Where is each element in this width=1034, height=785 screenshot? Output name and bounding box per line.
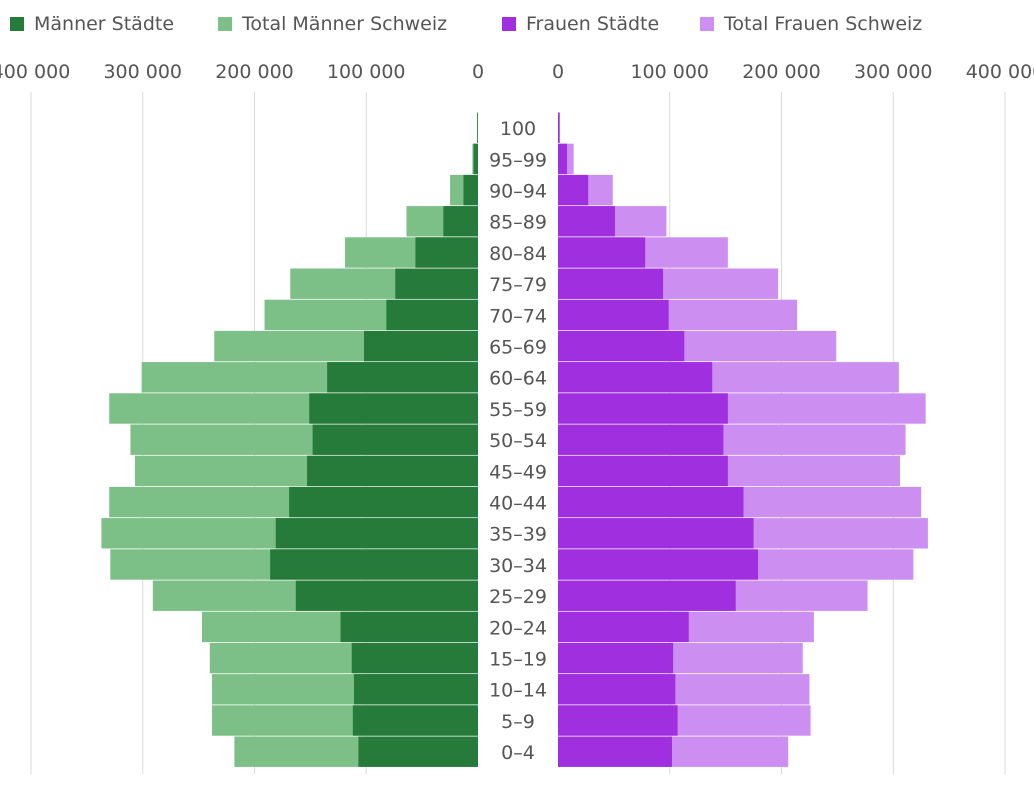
bar-frauen-städte-0-4 <box>558 736 672 767</box>
bar-männer-städte-25-29 <box>295 580 478 611</box>
age-group-label: 80–84 <box>489 243 547 265</box>
bar-männer-städte-5-9 <box>352 705 478 736</box>
bar-frauen-städte-95-99 <box>558 143 567 175</box>
bar-frauen-städte-45-49 <box>558 455 728 487</box>
bar-männer-städte-60-64 <box>327 362 478 393</box>
bar-frauen-städte-30-34 <box>558 549 759 580</box>
bar-männer-städte-50-54 <box>312 424 478 455</box>
bar-männer-städte-10-14 <box>353 674 478 705</box>
legend-swatch-frauen-städte <box>502 17 516 31</box>
bar-männer-städte-0-4 <box>358 736 478 767</box>
bar-männer-städte-65-69 <box>364 330 478 362</box>
age-group-label: 60–64 <box>489 368 547 390</box>
bar-männer-städte-95-99 <box>473 143 478 175</box>
age-group-label: 10–14 <box>489 680 547 702</box>
tick-label-right: 400 000 <box>966 61 1034 83</box>
bar-männer-städte-40-44 <box>289 486 478 518</box>
age-group-label: 40–44 <box>489 493 547 515</box>
legend-label-männer-städte: Männer Städte <box>34 13 174 35</box>
bar-frauen-städte-50-54 <box>558 424 724 455</box>
bar-männer-städte-80-84 <box>415 237 478 268</box>
bar-frauen-städte-20-24 <box>558 611 689 643</box>
bar-frauen-städte-35-39 <box>558 518 754 549</box>
bar-männer-städte-45-49 <box>307 455 478 487</box>
bar-männer-städte-55-59 <box>309 393 478 424</box>
bar-frauen-städte-100 <box>558 112 560 143</box>
bar-frauen-städte-85-89 <box>558 206 615 237</box>
bar-frauen-städte-40-44 <box>558 486 744 518</box>
age-group-label: 85–89 <box>489 212 547 234</box>
bar-frauen-städte-80-84 <box>558 237 646 268</box>
bar-männer-städte-85-89 <box>443 206 478 237</box>
tick-label-left: 0 <box>472 61 484 83</box>
legend-swatch-total-männer-schweiz <box>218 17 232 31</box>
tick-label-left: 100 000 <box>327 61 406 83</box>
age-group-label: 65–69 <box>489 337 547 359</box>
legend-swatch-männer-städte <box>10 17 24 31</box>
tick-label-right: 100 000 <box>630 61 709 83</box>
tick-label-right: 0 <box>552 61 564 83</box>
bar-männer-städte-20-24 <box>340 611 478 643</box>
age-group-label: 70–74 <box>489 305 547 327</box>
bar-frauen-städte-65-69 <box>558 330 685 362</box>
tick-label-left: 400 000 <box>0 61 70 83</box>
age-group-label: 75–79 <box>489 274 547 296</box>
bar-männer-städte-100 <box>477 112 478 143</box>
tick-label-right: 300 000 <box>854 61 933 83</box>
bar-männer-städte-90-94 <box>463 174 478 206</box>
legend-label-total-männer-schweiz: Total Männer Schweiz <box>241 13 447 35</box>
bar-frauen-städte-75-79 <box>558 268 664 299</box>
bar-männer-städte-15-19 <box>351 642 478 674</box>
age-group-label: 55–59 <box>489 399 547 421</box>
age-group-label: 50–54 <box>489 430 547 452</box>
age-group-label: 0–4 <box>501 742 535 764</box>
age-group-label: 90–94 <box>489 181 547 203</box>
bar-frauen-städte-10-14 <box>558 674 676 705</box>
legend-label-frauen-städte: Frauen Städte <box>526 13 659 35</box>
age-group-label: 15–19 <box>489 649 547 671</box>
bar-frauen-städte-60-64 <box>558 362 713 393</box>
bar-frauen-städte-15-19 <box>558 642 674 674</box>
bar-frauen-städte-55-59 <box>558 393 728 424</box>
bar-männer-städte-70-74 <box>386 299 478 331</box>
legend-swatch-total-frauen-schweiz <box>700 17 714 31</box>
age-group-label: 20–24 <box>489 617 547 639</box>
age-group-label: 45–49 <box>489 461 547 483</box>
age-group-label: 30–34 <box>489 555 547 577</box>
bar-männer-städte-75-79 <box>395 268 478 299</box>
age-group-label: 25–29 <box>489 586 547 608</box>
legend-label-total-frauen-schweiz: Total Frauen Schweiz <box>723 13 922 35</box>
age-group-label: 5–9 <box>501 711 535 733</box>
bar-männer-städte-30-34 <box>270 549 478 580</box>
age-group-label: 100 <box>500 118 536 140</box>
age-group-label: 35–39 <box>489 524 547 546</box>
age-group-labels: 100 95–99 90–94 85–89 80–84 75–79 70–74 65–69 60… <box>489 118 547 764</box>
bar-männer-städte-35-39 <box>275 518 478 549</box>
tick-label-left: 200 000 <box>215 61 294 83</box>
bar-frauen-städte-90-94 <box>558 174 589 206</box>
tick-label-left: 300 000 <box>103 61 182 83</box>
tick-label-right: 200 000 <box>742 61 821 83</box>
legend: Männer Städte Total Männer Schweiz Frauen … <box>10 13 922 35</box>
bar-frauen-städte-70-74 <box>558 299 669 331</box>
bar-frauen-städte-25-29 <box>558 580 736 611</box>
axis-tick-labels: 400 000 300 000 200 000 100 000 0 0 100 000 200… <box>0 61 1034 83</box>
bars <box>101 112 928 767</box>
bar-frauen-städte-5-9 <box>558 705 678 736</box>
age-group-label: 95–99 <box>489 149 547 171</box>
